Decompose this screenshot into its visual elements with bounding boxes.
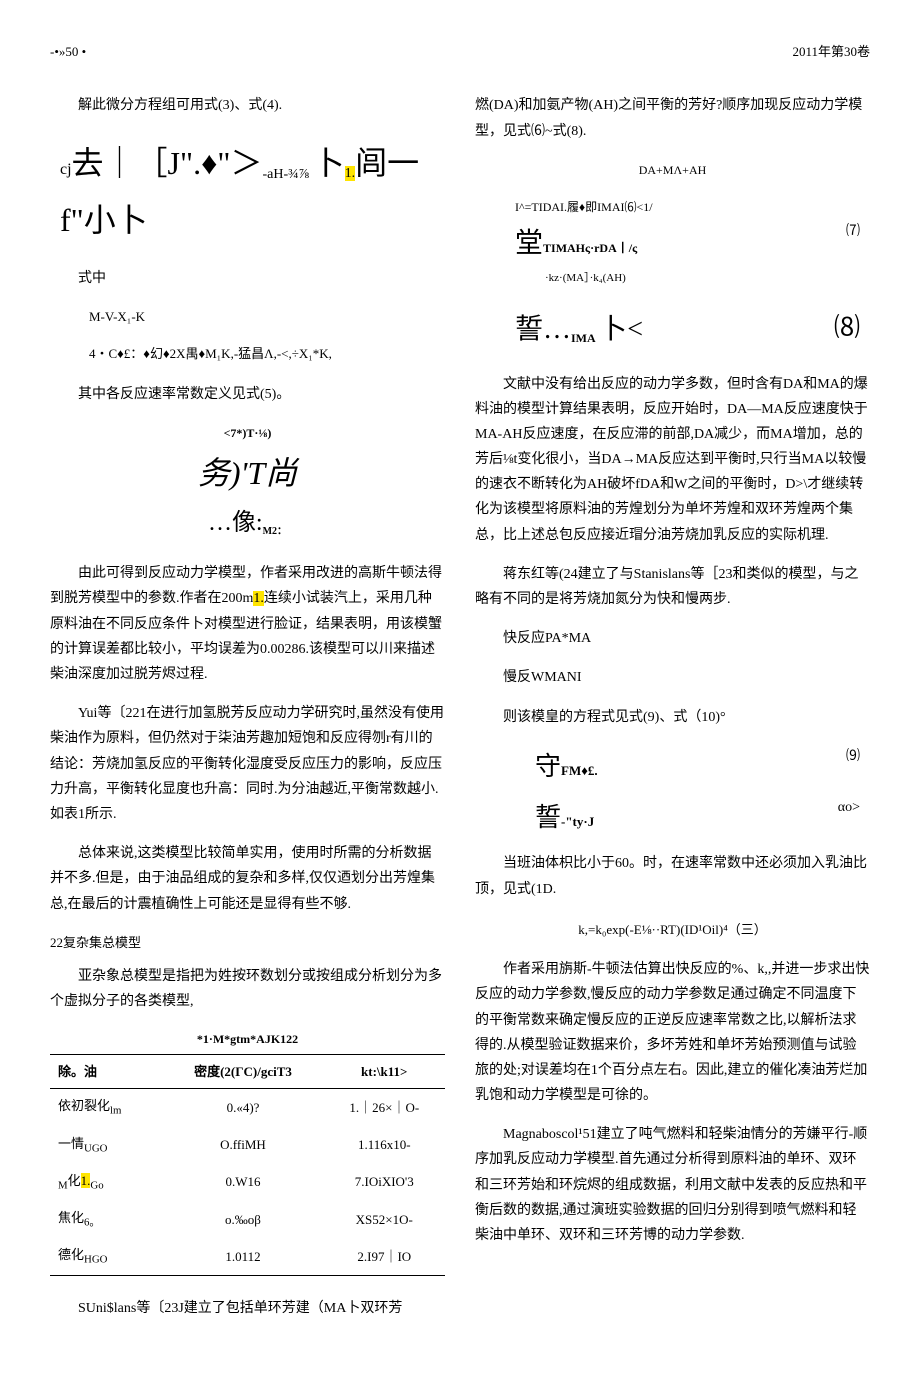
highlight-text: 1. — [253, 591, 264, 606]
text-span: 德化 — [58, 1247, 84, 1262]
table-cell: O.ffiMH — [162, 1127, 323, 1164]
eq-part: 守 — [535, 752, 561, 781]
eq-part: -aH-¾⅞ — [262, 166, 309, 181]
eq-part: 务)'T尚 — [50, 445, 445, 503]
two-column-layout: 解此微分方程组可用式(3)、式(4). cj去｜［J".♦"＞-aH-¾⅞ 卜1… — [50, 93, 870, 1335]
text-span: 一情 — [58, 1136, 84, 1151]
paragraph: 总体来说,这类模型比较简单实用，使用时所需的分析数据并不多.但是，由于油品组成的… — [50, 841, 445, 917]
table-caption: *1·M*gtm*AJK122 — [50, 1029, 445, 1051]
equation-6-label: DA+MΛ+AH — [475, 160, 870, 182]
table-row: M化1.Go 0.W16 7.IOiXIO'3 — [50, 1164, 445, 1201]
equation-9: ⑼ 守FM♦£. — [535, 744, 870, 791]
paragraph: 当班油体枳比小于60。时，在速率常数中还必须加入乳油比顶，见式(1D. — [475, 851, 870, 901]
table-cell: 0.W16 — [162, 1164, 323, 1201]
paragraph: SUni$lans等〔23J建立了包括单环芳建（MA卜双环芳 — [50, 1296, 445, 1321]
eq-part: -"ty·J — [561, 814, 594, 829]
paragraph: 慢反WMANI — [475, 665, 870, 690]
table-header-row: 除。油 密度(2(ΓC)/gciT3 kt:\k11> — [50, 1055, 445, 1089]
paragraph: 蒋东红等(24建立了与Stanislans等［23和类似的模型，与之略有不同的是… — [475, 562, 870, 612]
equation-10: αo> 誓-"ty·J — [535, 795, 870, 842]
table-cell: 0.«4)? — [162, 1089, 323, 1127]
text-span: 依初裂化 — [58, 1098, 110, 1113]
eq-part: TIMAHς·rDA丨/ς — [543, 241, 637, 255]
eq-part: IMA — [571, 331, 596, 345]
subscript: lm — [110, 1105, 121, 1117]
table-header: 密度(2(ΓC)/gciT3 — [162, 1055, 323, 1089]
paragraph: Magnaboscol¹51建立了吨气燃料和轻柴油情分的芳嫌平行-顺序加乳反应动… — [475, 1122, 870, 1248]
table-header: kt:\k11> — [324, 1055, 445, 1089]
paragraph: 作者采用旃斯-牛顿法估算出快反应的%、k,,并进一步求出快反应的动力学参数,慢反… — [475, 957, 870, 1108]
table-cell: 1.0112 — [162, 1238, 323, 1276]
table-cell: 焦化6。 — [50, 1201, 162, 1238]
equation-number: ⑺ — [846, 219, 860, 244]
table-row: 焦化6。 o.‰oβ XS52×1O- — [50, 1201, 445, 1238]
section-heading: 22复杂集总模型 — [50, 931, 445, 954]
table-row: 德化HGO 1.0112 2.I97｜IO — [50, 1238, 445, 1276]
table-cell: 1.116x10- — [324, 1127, 445, 1164]
equation-8: ⑻ 誓…IMA 卜< — [515, 305, 870, 355]
table-row: 一情UGO O.ffiMH 1.116x10- — [50, 1127, 445, 1164]
highlight-text: 1. — [345, 166, 356, 181]
table-cell: 7.IOiXIO'3 — [324, 1164, 445, 1201]
table-cell: 1.｜26×｜O- — [324, 1089, 445, 1127]
paragraph: 解此微分方程组可用式(3)、式(4). — [50, 93, 445, 118]
equation-number: ⑼ — [846, 744, 860, 769]
eq-part: 誓… — [515, 314, 571, 345]
equation-6-7: I^=TIDAI.履♦即IMAI⑹<1/ ⑺ 堂TIMAHς·rDA丨/ς ·k… — [515, 197, 870, 289]
eq-part: <7*)T·⅛) — [50, 423, 445, 445]
page-header: -•»50 • 2011年第30卷 — [50, 40, 870, 63]
paragraph: 由此可得到反应动力学模型，作者采用改进的高斯牛顿法得到脱芳模型中的参数.作者在2… — [50, 561, 445, 687]
paragraph: 式中 — [50, 266, 445, 291]
eq-part: cj — [60, 161, 72, 178]
paragraph: 文献中没有给出反应的动力学多数，但时含有DA和MA的爆料油的模型计算结果表明，反… — [475, 372, 870, 548]
right-column: 燃(DA)和加氨产物(AH)之间平衡的芳好?顺序加现反应动力学模型，见式⑹~式(… — [475, 93, 870, 1335]
eq-part: 卜 — [313, 145, 345, 181]
table-cell: o.‰oβ — [162, 1201, 323, 1238]
eq-part: 堂 — [515, 228, 543, 259]
table-cell: XS52×1O- — [324, 1201, 445, 1238]
paragraph: Yui等〔221在进行加氢脱芳反应动力学研究时,虽然没有使用柴油作为原料，但仍然… — [50, 701, 445, 827]
text-span: 化 — [68, 1173, 81, 1188]
eq-part: f"小卜 — [60, 192, 445, 250]
paragraph: 燃(DA)和加氨产物(AH)之间平衡的芳好?顺序加现反应动力学模型，见式⑹~式(… — [475, 93, 870, 143]
equation-number: ⑻ — [834, 305, 860, 352]
table-header: 除。油 — [50, 1055, 162, 1089]
eq-part: 去｜［J".♦"＞ — [72, 145, 263, 181]
subscript: HGO — [84, 1253, 107, 1265]
eq-part: ·kz·(MA］·k₄(AH) — [545, 269, 870, 289]
eq-part: 誓 — [535, 803, 561, 832]
equation-line: M-V-X₁-K — [50, 305, 445, 328]
subscript: UGO — [84, 1142, 107, 1154]
table-row: 依初裂化lm 0.«4)? 1.｜26×｜O- — [50, 1089, 445, 1127]
eq-part: I^=TIDAI.履♦即IMAI⑹<1/ — [515, 197, 870, 219]
equation-line: 4・C♦£：♦幻♦2X禺♦M₁K,-猛昌Λ,-<,÷X₁*K, — [50, 342, 445, 365]
paragraph: 则该模皇的方程式见式(9)、式（10)° — [475, 705, 870, 730]
table-cell: M化1.Go — [50, 1164, 162, 1201]
table-cell: 德化HGO — [50, 1238, 162, 1276]
eq-part: 卜< — [599, 314, 643, 345]
eq-part: FM♦£. — [561, 763, 598, 778]
eq-part: 闾一 — [355, 145, 419, 181]
table-cell: 一情UGO — [50, 1127, 162, 1164]
eq-part: M2： — [263, 526, 287, 537]
highlight-text: 1. — [81, 1173, 91, 1188]
volume-year-right: 2011年第30卷 — [792, 40, 870, 63]
equation-number: αo> — [838, 795, 860, 820]
equation-5: <7*)T·⅛) 务)'T尚 …像:M2： — [50, 423, 445, 545]
table-cell: 依初裂化lm — [50, 1089, 162, 1127]
equation-11: k,=k₀exp(-E⅛··RT)(ID¹Oil)⁴（三） — [475, 918, 870, 941]
equation-3-4: cj去｜［J".♦"＞-aH-¾⅞ 卜1.闾一 f"小卜 — [60, 135, 445, 250]
subscript: 6。 — [84, 1216, 100, 1228]
text-span: 焦化 — [58, 1210, 84, 1225]
table-cell: 2.I97｜IO — [324, 1238, 445, 1276]
left-column: 解此微分方程组可用式(3)、式(4). cj去｜［J".♦"＞-aH-¾⅞ 卜1… — [50, 93, 445, 1335]
table-1: *1·M*gtm*AJK122 除。油 密度(2(ΓC)/gciT3 kt:\k… — [50, 1029, 445, 1276]
paragraph: 其中各反应速率常数定义见式(5)。 — [50, 382, 445, 407]
paragraph: 快反应PA*MA — [475, 626, 870, 651]
page-number-left: -•»50 • — [50, 40, 86, 63]
eq-part: …像: — [208, 510, 263, 536]
paragraph: 亚杂象总模型是指把为姓按环数划分或按组成分析划分为多个虚拟分子的各类模型, — [50, 964, 445, 1014]
subscript: M — [58, 1179, 68, 1191]
subscript: Go — [90, 1179, 103, 1191]
